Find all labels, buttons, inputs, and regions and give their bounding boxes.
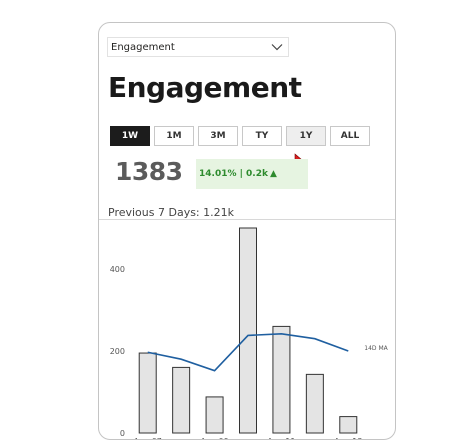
period-button-1w[interactable]: 1W — [110, 126, 150, 146]
x-tick-label: Aug 11 — [267, 437, 295, 440]
chevron-down-icon — [271, 44, 283, 51]
x-tick-label: Aug 09 — [200, 437, 228, 440]
period-button-ty[interactable]: TY — [242, 126, 282, 146]
metric-dropdown-value: Engagement — [111, 41, 175, 53]
y-tick-label: 0 — [120, 429, 125, 438]
bar-aug-07 — [138, 352, 157, 434]
engagement-bar-chart: 0 200 400 14D MA Aug 07 Aug 09 Aug 11 Aug 13 — [110, 227, 389, 440]
moving-average-line — [147, 332, 349, 372]
metric-dropdown[interactable]: Engagement — [107, 37, 289, 57]
period-button-3m[interactable]: 3M — [198, 126, 238, 146]
delta-badge: 14.01% | 0.2k ▲ — [196, 159, 308, 189]
series-label: 14D MA — [364, 345, 388, 352]
period-button-1m[interactable]: 1M — [154, 126, 194, 146]
kpi-value: 1383 — [115, 157, 183, 186]
y-tick-label: 400 — [110, 265, 125, 274]
delta-text: 14.01% | 0.2k — [199, 169, 268, 179]
bar-aug-10 — [239, 227, 257, 434]
bar-aug-13 — [339, 416, 358, 434]
period-button-1y[interactable]: 1Y — [286, 126, 326, 146]
period-button-all[interactable]: ALL — [330, 126, 370, 146]
period-selector: 1W 1M 3M TY 1Y ALL — [110, 126, 370, 146]
engagement-card: Engagement Engagement 1W 1M 3M TY 1Y ALL… — [98, 22, 396, 440]
bar-aug-09 — [205, 396, 224, 434]
up-arrow-icon: ▲ — [269, 169, 277, 179]
y-tick-label: 200 — [110, 347, 125, 356]
bar-aug-12 — [305, 373, 324, 434]
x-tick-label: Aug 13 — [334, 437, 362, 440]
bar-aug-11 — [272, 325, 291, 434]
x-tick-label: Aug 07 — [134, 437, 162, 440]
previous-period-label: Previous 7 Days: 1.21k — [108, 206, 234, 219]
divider — [99, 219, 395, 220]
page-title: Engagement — [108, 71, 302, 104]
bar-aug-08 — [172, 366, 191, 434]
